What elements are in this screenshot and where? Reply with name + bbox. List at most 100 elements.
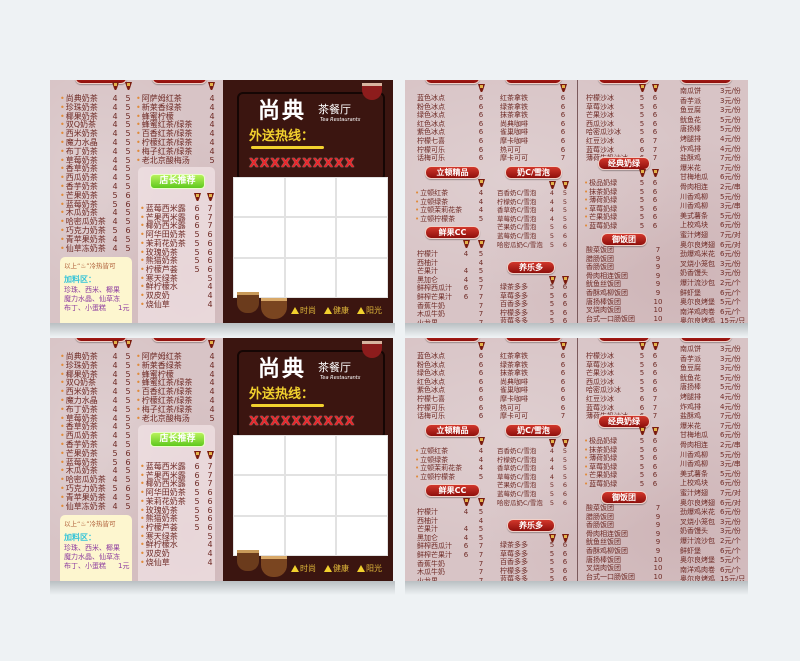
menu-item-name: 鱿鱼丝饭团 xyxy=(586,280,621,289)
menu-item-name: 草莓奶茶 xyxy=(60,156,98,165)
menu-item-name: 柠檬芦荟 xyxy=(140,523,178,532)
menu-item-price: 5 xyxy=(125,243,131,253)
menu-item-price: 4 xyxy=(549,464,555,473)
photo-slot xyxy=(284,515,337,556)
section-header-milkgreen: 经典奶绿 xyxy=(598,415,650,428)
menu-item-name: 立顿柠檬茶 xyxy=(415,215,455,224)
menu-item-price: 5 xyxy=(125,369,131,379)
cup-size-icon xyxy=(652,342,659,350)
menu-item-name: 青苹果奶茶 xyxy=(60,235,106,244)
menu-item-price: 5 xyxy=(125,217,131,227)
addon-line: 珍珠、西米、椰果 xyxy=(64,286,120,294)
menu-item-price: 6 xyxy=(207,247,213,257)
menu-item-name: 蜜汁烤翅 xyxy=(680,489,708,497)
menu-item-name: 柠檬沙冰 xyxy=(586,94,614,102)
menu-item-price: 6元/份 xyxy=(720,173,741,182)
menu-item-name: 双Q奶茶 xyxy=(60,120,96,129)
menu-item-price: 5 xyxy=(639,111,645,120)
menu-item-name: 台式一口肠饭团 xyxy=(586,572,635,581)
menu-item-price: 4 xyxy=(112,243,118,253)
menu-item-price: 6 xyxy=(478,119,484,128)
menu-item-price: 4 xyxy=(209,146,215,156)
menu-item-price: 6 xyxy=(560,360,566,369)
menu-item-name: 蓝莓西米露 xyxy=(140,204,186,213)
cup-size-icon xyxy=(549,276,556,284)
cup-size-icon xyxy=(639,427,646,435)
menu-item-price: 5 xyxy=(562,472,568,481)
section-header-pill xyxy=(680,80,732,84)
menu-item-name: 爆米花 xyxy=(680,163,701,172)
menu-item-price: 6 xyxy=(562,223,568,232)
menu-item-name: 双皮奶 xyxy=(140,549,170,558)
brand-english: Tea Restaurants xyxy=(320,375,361,381)
menu-item-name: 川香鸡柳 xyxy=(680,202,708,211)
menu-item-name: 摩卡可可 xyxy=(500,412,528,421)
cup-size-icon xyxy=(194,451,201,459)
menu-item-name: 劲爆鸡米花 xyxy=(680,508,715,517)
menu-item-price: 5 xyxy=(639,437,645,445)
menu-item-price: 5 xyxy=(194,496,200,506)
menu-item-name: 爆米花 xyxy=(680,421,701,430)
section-header-pill xyxy=(505,338,562,342)
menu-item-price: 6 xyxy=(478,412,484,421)
menu-item-name: 哈密瓜沙冰 xyxy=(586,386,621,395)
menu-item-price: 5 xyxy=(562,214,568,223)
menu-item-price: 6元/对 xyxy=(720,240,741,249)
menu-item-name: 立顿柠檬茶 xyxy=(415,473,455,482)
menu-item-name: 珍珠奶茶 xyxy=(60,103,98,112)
left-menu-panel: 尚典奶茶45珍珠奶茶45椰果奶茶45双Q奶茶45西米奶茶45魔力水晶45布丁奶茶… xyxy=(50,338,223,581)
cup-size-icon xyxy=(208,340,215,348)
menu-item-price: 4 xyxy=(549,472,555,481)
menu-item-price: 5 xyxy=(549,566,555,575)
menu-item-name: 香肠饭团 xyxy=(586,521,614,530)
menu-item-name: 柠檬可乐 xyxy=(417,403,445,412)
menu-item-name: 红色冰点 xyxy=(417,119,445,128)
menu-item-name: 哈密瓜奶茶 xyxy=(60,475,106,484)
photo-slot xyxy=(336,257,388,298)
recommend-badge: 店长推荐 xyxy=(150,174,205,189)
menu-item-name: 蓝莓奶C/雪泡 xyxy=(497,490,537,498)
menu-item-name: 百香红茶/绿茶 xyxy=(136,129,193,138)
menu-item-price: 10 xyxy=(653,564,663,573)
menu-item-name: 奥尔良烤堡 xyxy=(680,556,715,565)
menu-item-price: 5 xyxy=(125,352,131,361)
menu-item-name: 奥尔良烤翅 xyxy=(680,240,715,249)
menu-item-price: 4 xyxy=(112,431,118,441)
photo-slot xyxy=(284,475,337,516)
menu-item-name: 布丁奶茶 xyxy=(60,147,98,156)
menu-item-price: 6 xyxy=(652,102,658,111)
menu-item-price: 5元/份 xyxy=(720,450,741,459)
menu-item-price: 5元/份 xyxy=(720,373,741,382)
addon-title: 加料区： xyxy=(64,275,96,284)
menu-item-price: 3元/份 xyxy=(720,96,741,105)
cup-size-icon xyxy=(207,451,214,459)
menu-item-price: 10 xyxy=(653,314,663,323)
menu-item-price: 6 xyxy=(652,196,658,205)
menu-item-price: 6 xyxy=(652,445,658,454)
menu-item-price: 4 xyxy=(209,102,215,112)
menu-item-name: 柠檬红茶/绿茶 xyxy=(136,138,193,147)
menu-item-price: 3元/串 xyxy=(720,202,741,211)
menu-item-name: 抹茶拿铁 xyxy=(500,369,528,378)
menu-item-price: 7 xyxy=(478,576,484,581)
menu-item-name: 鲜虾堡 xyxy=(680,546,701,555)
menu-item-name: 鱿鱼花 xyxy=(680,373,701,382)
section-header-riceball: 御饭团 xyxy=(601,491,647,504)
hotline-underline xyxy=(251,146,324,149)
menu-item-price: 7 xyxy=(207,462,213,471)
menu-item-name: 蓝莓沙冰 xyxy=(586,145,614,154)
menu-item-name: 草莓多多 xyxy=(500,549,528,558)
menu-item-price: 7 xyxy=(560,154,566,163)
cup-size-icon xyxy=(562,439,569,447)
menu-item-name: 红色冰点 xyxy=(417,377,445,386)
menu-item-price: 4 xyxy=(112,129,118,139)
menu-item-price: 2元/串 xyxy=(720,183,741,191)
menu-item-name: 哈密瓜奶C/雪泡 xyxy=(497,240,543,249)
menu-item-price: 5 xyxy=(639,471,645,480)
menu-item-price: 7 xyxy=(478,568,484,577)
menu-item-price: 4 xyxy=(112,387,118,397)
menu-item-name: 尚典奶茶 xyxy=(60,352,98,361)
menu-item-price: 7 xyxy=(652,154,658,163)
brand-title: 尚典 xyxy=(258,356,307,382)
menu-item-name: 香草奶茶 xyxy=(60,164,98,173)
